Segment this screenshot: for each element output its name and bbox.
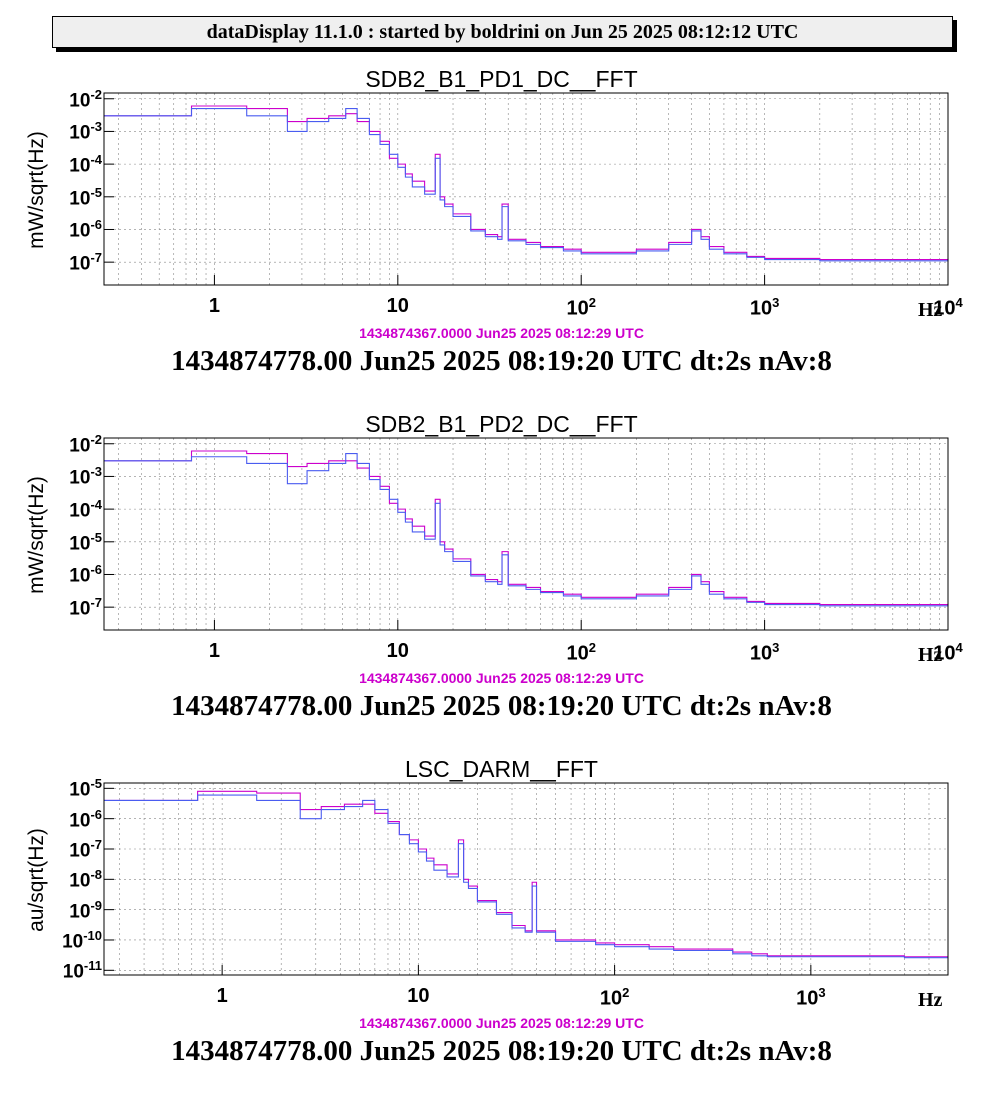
x-tick-label: 102 <box>566 295 596 320</box>
y-tick-label: 10-4 <box>69 497 102 522</box>
y-tick-label: 10-7 <box>69 595 102 620</box>
y-tick-label: 10-4 <box>69 152 102 177</box>
y-tick-label: 10-5 <box>69 529 102 555</box>
chart-panel-1: SDB2_B1_PD1_DC__FFT mW/sqrt(Hz) 10-2 10-3 10… <box>0 60 1003 390</box>
acquisition-info: 1434874778.00 Jun25 2025 08:19:20 UTC dt… <box>171 1035 832 1067</box>
grid <box>104 783 949 975</box>
x-tick-label: 104 <box>933 640 963 665</box>
y-tick-label: 10-6 <box>69 217 102 242</box>
y-tick-label: 10-3 <box>69 464 102 489</box>
plot-svg <box>103 782 949 976</box>
y-axis-label: au/sqrt(Hz) <box>25 828 49 932</box>
x-tick-label: 1 <box>208 295 220 317</box>
chart-title: SDB2_B1_PD1_DC__FFT <box>365 66 638 92</box>
x-tick-label: 10 <box>386 295 409 317</box>
plot-svg <box>103 92 949 286</box>
x-axis-label: Hz <box>918 644 943 666</box>
x-tick-label: 102 <box>599 985 630 1010</box>
reference-timestamp: 1434874367.0000 Jun25 2025 08:12:29 UTC <box>359 670 644 686</box>
grid <box>104 93 949 285</box>
reference-timestamp: 1434874367.0000 Jun25 2025 08:12:29 UTC <box>359 325 644 341</box>
y-tick-label: 10-11 <box>62 958 102 983</box>
plot-svg <box>103 437 949 631</box>
plot-border <box>103 437 949 631</box>
plot-area <box>103 92 949 286</box>
y-axis-label-wrap: mW/sqrt(Hz) <box>22 100 52 280</box>
series-line-reference <box>104 450 949 606</box>
chart-panel-3: LSC_DARM__FFT au/sqrt(Hz) 10-5 10-6 10-7 10-8… <box>0 750 1003 1080</box>
x-tick-label: 102 <box>566 640 596 665</box>
plot-border <box>103 92 949 286</box>
x-tick-label: 10 <box>407 985 430 1007</box>
series-line-reference <box>104 105 949 261</box>
y-axis-label: mW/sqrt(Hz) <box>25 131 48 249</box>
y-axis-label: mW/sqrt(Hz) <box>25 476 48 594</box>
acquisition-info: 1434874778.00 Jun25 2025 08:19:20 UTC dt… <box>171 690 832 722</box>
y-axis-label-wrap: mW/sqrt(Hz) <box>22 445 52 625</box>
plot-border <box>103 782 949 976</box>
grid <box>104 438 949 630</box>
y-tick-label: 10-7 <box>69 250 102 275</box>
plot-area <box>103 782 949 976</box>
y-tick-label: 10-9 <box>69 897 102 922</box>
plot-area <box>103 437 949 631</box>
reference-timestamp: 1434874367.0000 Jun25 2025 08:12:29 UTC <box>359 1015 644 1031</box>
y-axis-label-wrap: au/sqrt(Hz) <box>22 790 52 970</box>
x-tick-label: 103 <box>749 640 780 665</box>
app-title: dataDisplay 11.1.0 : started by boldrini… <box>206 20 799 43</box>
series-line-current <box>104 794 948 959</box>
y-tick-label: 10-2 <box>69 431 102 457</box>
y-tick-label: 10-6 <box>69 806 102 831</box>
app-title-bar: dataDisplay 11.1.0 : started by boldrini… <box>52 16 953 48</box>
x-axis-label: Hz <box>918 299 943 321</box>
y-tick-label: 10-2 <box>69 86 102 112</box>
y-tick-label: 10-10 <box>62 927 102 953</box>
chart-panel-2: SDB2_B1_PD2_DC__FFT mW/sqrt(Hz) 10-2 10-3 10… <box>0 405 1003 735</box>
chart-title: SDB2_B1_PD2_DC__FFT <box>365 411 638 437</box>
x-axis-label: Hz <box>918 989 943 1011</box>
series-line-current <box>104 453 949 607</box>
series-line-current <box>104 108 949 262</box>
y-tick-label: 10-5 <box>69 184 102 210</box>
x-tick-label: 104 <box>933 295 963 320</box>
y-tick-label: 10-3 <box>69 119 102 144</box>
chart-title: LSC_DARM__FFT <box>405 756 598 782</box>
y-tick-label: 10-6 <box>69 562 102 587</box>
x-tick-label: 1 <box>208 640 220 662</box>
y-tick-label: 10-5 <box>69 776 102 801</box>
x-tick-label: 103 <box>796 985 826 1010</box>
acquisition-info: 1434874778.00 Jun25 2025 08:19:20 UTC dt… <box>171 345 832 377</box>
x-tick-label: 103 <box>749 295 780 320</box>
x-tick-label: 10 <box>386 640 409 662</box>
y-tick-label: 10-8 <box>69 867 102 892</box>
y-tick-label: 10-7 <box>69 836 102 862</box>
x-tick-label: 1 <box>216 985 228 1007</box>
